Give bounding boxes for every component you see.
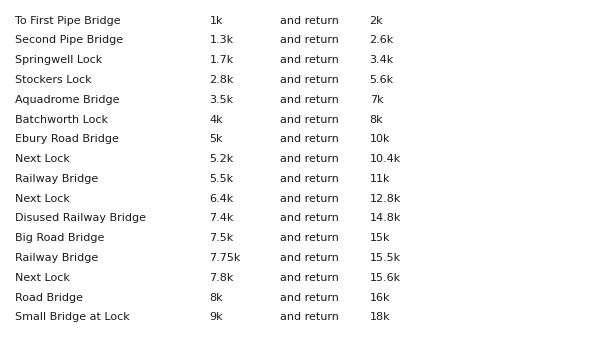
Text: 15.6k: 15.6k xyxy=(370,273,401,283)
Text: 2.8k: 2.8k xyxy=(209,75,234,85)
Text: Disused Railway Bridge: Disused Railway Bridge xyxy=(15,213,147,223)
Text: 10.4k: 10.4k xyxy=(370,154,401,164)
Text: 6.4k: 6.4k xyxy=(209,194,233,204)
Text: 9k: 9k xyxy=(209,312,223,322)
Text: 18k: 18k xyxy=(370,312,390,322)
Text: 5.6k: 5.6k xyxy=(370,75,394,85)
Text: and return: and return xyxy=(280,35,339,45)
Text: 5k: 5k xyxy=(209,134,223,144)
Text: and return: and return xyxy=(280,16,339,26)
Text: 12.8k: 12.8k xyxy=(370,194,401,204)
Text: 14.8k: 14.8k xyxy=(370,213,401,223)
Text: 7.75k: 7.75k xyxy=(209,253,241,263)
Text: 2k: 2k xyxy=(370,16,383,26)
Text: 16k: 16k xyxy=(370,293,390,303)
Text: Next Lock: Next Lock xyxy=(15,194,70,204)
Text: 3.4k: 3.4k xyxy=(370,55,394,65)
Text: and return: and return xyxy=(280,233,339,243)
Text: Batchworth Lock: Batchworth Lock xyxy=(15,115,108,125)
Text: Road Bridge: Road Bridge xyxy=(15,293,83,303)
Text: Springwell Lock: Springwell Lock xyxy=(15,55,103,65)
Text: and return: and return xyxy=(280,55,339,65)
Text: 3.5k: 3.5k xyxy=(209,95,233,105)
Text: and return: and return xyxy=(280,253,339,263)
Text: and return: and return xyxy=(280,134,339,144)
Text: Railway Bridge: Railway Bridge xyxy=(15,253,99,263)
Text: and return: and return xyxy=(280,154,339,164)
Text: Ebury Road Bridge: Ebury Road Bridge xyxy=(15,134,120,144)
Text: 4k: 4k xyxy=(209,115,223,125)
Text: 1.3k: 1.3k xyxy=(209,35,233,45)
Text: 7k: 7k xyxy=(370,95,383,105)
Text: Next Lock: Next Lock xyxy=(15,154,70,164)
Text: and return: and return xyxy=(280,95,339,105)
Text: and return: and return xyxy=(280,174,339,184)
Text: Railway Bridge: Railway Bridge xyxy=(15,174,99,184)
Text: To First Pipe Bridge: To First Pipe Bridge xyxy=(15,16,121,26)
Text: 1k: 1k xyxy=(209,16,223,26)
Text: and return: and return xyxy=(280,213,339,223)
Text: 5.5k: 5.5k xyxy=(209,174,233,184)
Text: 10k: 10k xyxy=(370,134,390,144)
Text: 8k: 8k xyxy=(370,115,383,125)
Text: and return: and return xyxy=(280,293,339,303)
Text: and return: and return xyxy=(280,312,339,322)
Text: Next Lock: Next Lock xyxy=(15,273,70,283)
Text: 11k: 11k xyxy=(370,174,390,184)
Text: 15k: 15k xyxy=(370,233,390,243)
Text: 7.5k: 7.5k xyxy=(209,233,233,243)
Text: Second Pipe Bridge: Second Pipe Bridge xyxy=(15,35,124,45)
Text: and return: and return xyxy=(280,273,339,283)
Text: Small Bridge at Lock: Small Bridge at Lock xyxy=(15,312,130,322)
Text: Stockers Lock: Stockers Lock xyxy=(15,75,92,85)
Text: 2.6k: 2.6k xyxy=(370,35,394,45)
Text: and return: and return xyxy=(280,75,339,85)
Text: Big Road Bridge: Big Road Bridge xyxy=(15,233,105,243)
Text: and return: and return xyxy=(280,115,339,125)
Text: 7.4k: 7.4k xyxy=(209,213,234,223)
Text: 8k: 8k xyxy=(209,293,223,303)
Text: Aquadrome Bridge: Aquadrome Bridge xyxy=(15,95,120,105)
Text: 15.5k: 15.5k xyxy=(370,253,401,263)
Text: 1.7k: 1.7k xyxy=(209,55,233,65)
Text: 7.8k: 7.8k xyxy=(209,273,234,283)
Text: and return: and return xyxy=(280,194,339,204)
Text: 5.2k: 5.2k xyxy=(209,154,233,164)
